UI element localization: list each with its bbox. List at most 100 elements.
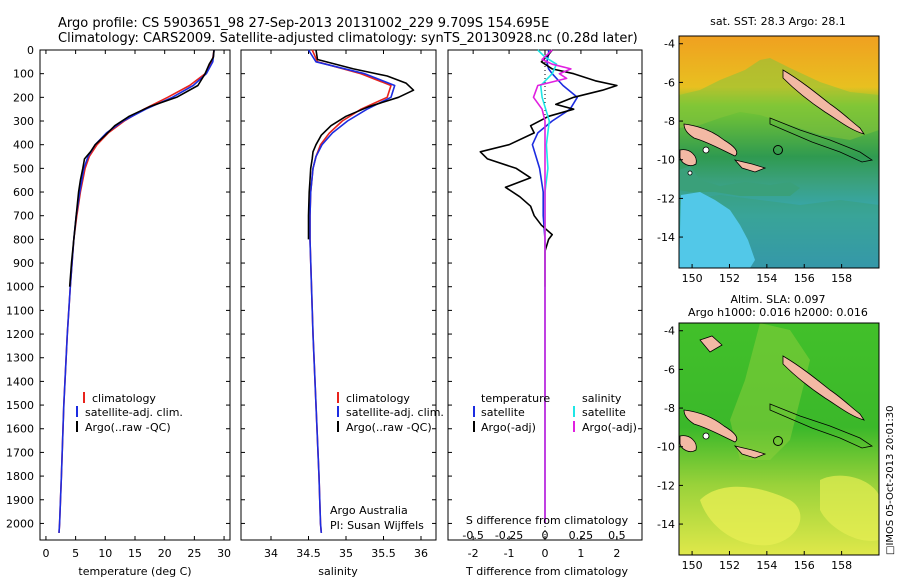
temperature-legend: climatology satellite-adj. clim. Argo(..…	[76, 392, 183, 434]
series-argo-raw-qc-	[68, 49, 215, 287]
difference-xlabel: T difference from climatology	[465, 565, 628, 578]
lat-tick-label: -6	[664, 76, 675, 89]
imos-timestamp: □IMOS 05-Oct-2013 20:01:30	[885, 406, 896, 555]
series-satellite-adj-clim-	[58, 49, 215, 533]
difference-series	[479, 49, 618, 540]
title-line-1: Argo profile: CS 5903651_98 27-Sep-2013 …	[58, 16, 549, 31]
depth-tick-label: 200	[13, 91, 34, 104]
depth-tick-label: 500	[13, 162, 34, 175]
salinity-x-axis: 34 34.5 35 35.5 36	[264, 50, 428, 560]
series-salinity-argo-adj-	[532, 49, 572, 524]
sst-map-axes: 150 152 154 156 158 -4 -6 -8 -10 -12 -14	[657, 38, 852, 285]
legend-salinity-header: salinity	[582, 392, 622, 405]
legend-climatology: climatology	[346, 392, 410, 405]
depth-tick-label: 1600	[6, 423, 34, 436]
depth-tick-label: 600	[13, 186, 34, 199]
lat-tick-label: -12	[657, 479, 675, 492]
lat-tick-label: -6	[664, 363, 675, 376]
lon-tick-label: 154	[756, 559, 777, 572]
sla-map-axes: 150 152 154 156 158 -4 -6 -8 -10 -12 -14	[657, 325, 852, 572]
depth-tick-label: 0	[27, 44, 34, 57]
sst-map: sat. SST: 28.3 Argo: 28.1 150 152 154 156 15…	[657, 15, 880, 285]
series-climatology	[58, 49, 215, 533]
x-tick-label: 35.5	[371, 547, 396, 560]
x-tick-label: 1	[577, 547, 584, 560]
salinity-panel	[240, 49, 437, 541]
depth-tick-label: 700	[13, 210, 34, 223]
x-tick-label: 20	[158, 547, 172, 560]
depth-tick-label: 100	[13, 68, 34, 81]
lon-tick-label: 156	[794, 559, 815, 572]
x-tick-label: 10	[98, 547, 112, 560]
x-tick-label: -1	[504, 547, 515, 560]
series-satellite-adj-clim-	[307, 49, 396, 533]
legend-satellite: satellite-adj. clim.	[346, 406, 444, 419]
salinity-series	[307, 49, 415, 533]
depth-axis: 0 100 200 300 400 500 600 700 800 900 1000 1100 1200…	[6, 44, 642, 530]
lon-tick-label: 152	[719, 272, 740, 285]
lat-tick-label: -14	[657, 518, 675, 531]
x-tick-label: 5	[72, 547, 79, 560]
depth-tick-label: 300	[13, 115, 34, 128]
x-tick-label: 36	[414, 547, 428, 560]
x-tick-label: 25	[187, 547, 201, 560]
lat-tick-label: -4	[664, 325, 675, 338]
salinity-legend: climatology satellite-adj. clim. Argo(..…	[330, 392, 444, 532]
sst-map-title: sat. SST: 28.3 Argo: 28.1	[710, 15, 846, 28]
x-tick-label: 34.5	[296, 547, 321, 560]
temperature-panel	[39, 49, 231, 541]
depth-tick-label: 2000	[6, 517, 34, 530]
series-argo-raw-qc-	[307, 49, 415, 240]
x-tick-label: 0.5	[608, 529, 626, 542]
depth-tick-label: 900	[13, 257, 34, 270]
x-tick-label: 0.25	[569, 529, 594, 542]
lon-tick-label: 150	[682, 272, 703, 285]
temperature-x-axis: 0 5 10 15 20 25 30	[42, 50, 231, 560]
lat-tick-label: -4	[664, 38, 675, 51]
salinity-xlabel: salinity	[318, 565, 358, 578]
depth-tick-label: 1200	[6, 328, 34, 341]
series-climatology	[309, 49, 392, 533]
title-line-2: Climatology: CARS2009. Satellite-adjuste…	[58, 31, 638, 46]
lon-tick-label: 150	[682, 559, 703, 572]
lon-tick-label: 152	[719, 559, 740, 572]
lon-tick-label: 158	[831, 559, 852, 572]
credit-line-2: PI: Susan Wijffels	[330, 519, 424, 532]
x-tick-label: -0.25	[495, 529, 523, 542]
x-tick-label: 15	[128, 547, 142, 560]
legend-sal-argo: Argo(-adj)	[582, 421, 637, 434]
x-tick-label: 0	[542, 547, 549, 560]
sla-map-title-2: Argo h1000: 0.016 h2000: 0.016	[688, 306, 868, 319]
depth-tick-label: 1900	[6, 494, 34, 507]
difference-x-axis: -2 -1 0 1 2 -0.5 -0.25 0 0.25 0.5	[462, 50, 626, 560]
lat-tick-label: -12	[657, 192, 675, 205]
lat-tick-label: -8	[664, 115, 675, 128]
legend-temp-satellite: satellite	[481, 406, 525, 419]
credit-line-1: Argo Australia	[330, 504, 408, 517]
depth-tick-label: 1100	[6, 304, 34, 317]
x-tick-label: -0.5	[462, 529, 483, 542]
sla-map-title-1: Altim. SLA: 0.097	[730, 293, 825, 306]
depth-tick-label: 1300	[6, 352, 34, 365]
x-tick-label: 30	[217, 547, 231, 560]
legend-climatology: climatology	[92, 392, 156, 405]
depth-tick-label: 1000	[6, 281, 34, 294]
legend-temperature-header: temperature	[481, 392, 550, 405]
x-tick-label: 0	[542, 529, 549, 542]
depth-tick-label: 1400	[6, 375, 34, 388]
x-tick-label: -2	[468, 547, 479, 560]
x-tick-label: 0	[42, 547, 49, 560]
depth-tick-label: 1800	[6, 470, 34, 483]
lat-tick-label: -10	[657, 441, 675, 454]
legend-satellite: satellite-adj. clim.	[85, 406, 183, 419]
legend-sal-satellite: satellite	[582, 406, 626, 419]
lon-tick-label: 156	[794, 272, 815, 285]
lat-tick-label: -14	[657, 231, 675, 244]
x-tick-label: 35	[339, 547, 353, 560]
lon-tick-label: 154	[756, 272, 777, 285]
legend-argo: Argo(..raw -QC)	[85, 421, 171, 434]
depth-tick-label: 1500	[6, 399, 34, 412]
lat-tick-label: -8	[664, 402, 675, 415]
difference-legend: temperature satellite Argo(-adj) salinit…	[473, 392, 637, 434]
